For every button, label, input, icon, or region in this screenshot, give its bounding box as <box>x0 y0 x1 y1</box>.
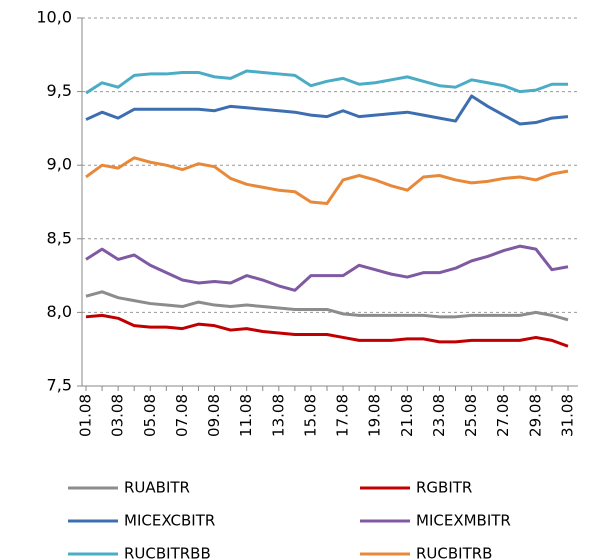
x-tick-label: 19.08 <box>366 394 384 437</box>
line <box>85 290 569 322</box>
x-tick-label: 05.08 <box>141 394 159 437</box>
line <box>85 244 569 292</box>
legend-label: RUCBITRBB <box>124 545 211 560</box>
y-tick-label: 8,0 <box>47 302 72 321</box>
x-tick-label: 15.08 <box>301 394 319 437</box>
x-tick-label: 23.08 <box>430 394 448 437</box>
y-tick-label: 9,0 <box>47 155 72 174</box>
x-tick-label: 27.08 <box>494 394 512 437</box>
legend-label: RUCBITRB <box>416 545 492 560</box>
x-tick-label: 03.08 <box>109 394 127 437</box>
line <box>85 156 569 205</box>
y-tick-label: 10,0 <box>36 8 72 27</box>
x-tick-label: 29.08 <box>526 394 544 437</box>
line <box>85 313 569 348</box>
x-tick-label: 17.08 <box>334 394 352 437</box>
x-tick-label: 11.08 <box>237 394 255 437</box>
line <box>85 94 569 126</box>
y-tick-label: 8,5 <box>47 228 72 247</box>
x-tick-label: 31.08 <box>559 394 577 437</box>
x-tick-label: 13.08 <box>269 394 287 437</box>
legend-label: MICEXCBITR <box>124 512 215 530</box>
x-tick-label: 25.08 <box>462 394 480 437</box>
legend-label: RUABITR <box>124 479 190 497</box>
legend-label: RGBITR <box>416 479 472 497</box>
y-tick-label: 9,5 <box>47 81 72 100</box>
x-tick-label: 09.08 <box>205 394 223 437</box>
y-tick-label: 7,5 <box>47 376 72 395</box>
legend-label: MICEXMBITR <box>416 512 511 530</box>
x-tick-label: 07.08 <box>173 394 191 437</box>
x-tick-label: 21.08 <box>398 394 416 437</box>
x-tick-label: 01.08 <box>77 394 95 437</box>
line <box>85 69 568 95</box>
